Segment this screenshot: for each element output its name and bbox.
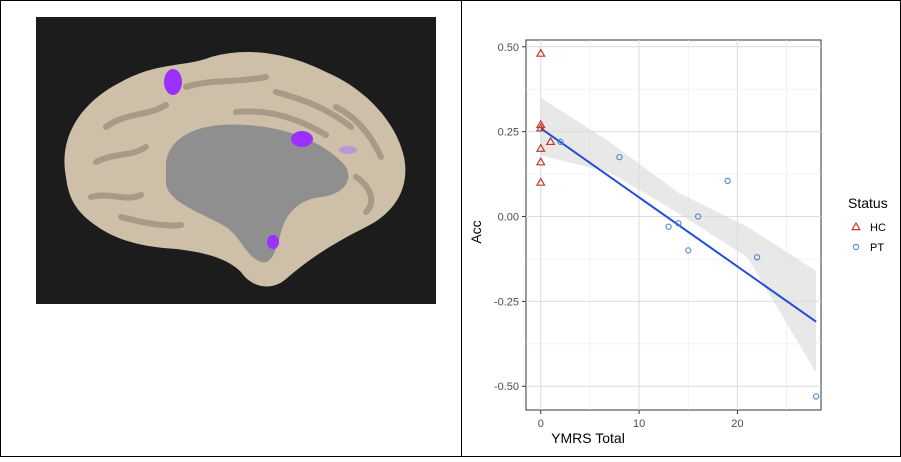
y-tick-label: -0.50 xyxy=(494,381,519,393)
confidence-band xyxy=(540,97,817,373)
regression-line xyxy=(540,127,817,323)
legend-title: Status xyxy=(848,195,888,211)
confidence-band-layer xyxy=(540,97,817,373)
legend-key-pt xyxy=(852,243,860,251)
data-point-pt xyxy=(665,223,672,230)
data-point-pt xyxy=(753,254,761,261)
data-point-hc xyxy=(535,156,546,166)
y-tick-label: -0.25 xyxy=(494,296,519,308)
data-point-pt xyxy=(694,213,702,220)
data-point-hc xyxy=(535,48,546,57)
data-point-hc xyxy=(535,177,546,186)
legend-label-pt: PT xyxy=(870,242,884,254)
legend-key-hc xyxy=(851,221,861,231)
data-point-hc xyxy=(535,119,546,129)
activation-blob xyxy=(267,235,279,249)
points-layer xyxy=(535,48,820,400)
medial-wall xyxy=(166,124,349,263)
x-tick-label: 20 xyxy=(731,418,743,430)
scatter-plot-panel: 0 10 20 0.50 0.25 0.00 -0.25 -0.50 YMRS Total A… xyxy=(462,0,900,457)
grid-layer xyxy=(525,39,822,411)
data-point-hc xyxy=(545,136,556,146)
x-axis-label: YMRS Total xyxy=(551,430,625,446)
data-point-hc xyxy=(535,123,546,132)
scatter-chart: 0 10 20 0.50 0.25 0.00 -0.25 -0.50 YMRS Total A… xyxy=(468,39,888,446)
y-tick-label: 0.50 xyxy=(498,42,519,54)
data-point-pt xyxy=(557,138,564,145)
legend: Status HC PT xyxy=(848,195,888,254)
sulci-pattern xyxy=(88,74,384,229)
brain-render xyxy=(36,17,436,304)
y-axis-label: Acc xyxy=(468,220,484,243)
legend-label-hc: HC xyxy=(870,222,886,234)
plot-area xyxy=(525,39,822,411)
fit-line-layer xyxy=(540,127,817,323)
activation-blob xyxy=(291,131,313,147)
data-point-pt xyxy=(724,177,731,185)
activation-blob xyxy=(339,146,357,154)
y-tick-label: 0.25 xyxy=(498,127,519,139)
data-point-pt xyxy=(685,247,692,254)
brain-surface-image xyxy=(36,17,436,304)
data-point-pt xyxy=(675,220,682,227)
panel-divider xyxy=(461,0,462,457)
y-tick-label: 0.00 xyxy=(498,212,519,224)
x-tick-label: 10 xyxy=(633,418,645,430)
data-point-hc xyxy=(535,143,546,152)
activation-blob xyxy=(164,69,182,95)
x-tick-label: 0 xyxy=(538,418,544,430)
axis-layer: 0 10 20 0.50 0.25 0.00 -0.25 -0.50 xyxy=(494,42,744,430)
data-point-pt xyxy=(812,393,820,400)
data-point-pt xyxy=(616,153,623,161)
